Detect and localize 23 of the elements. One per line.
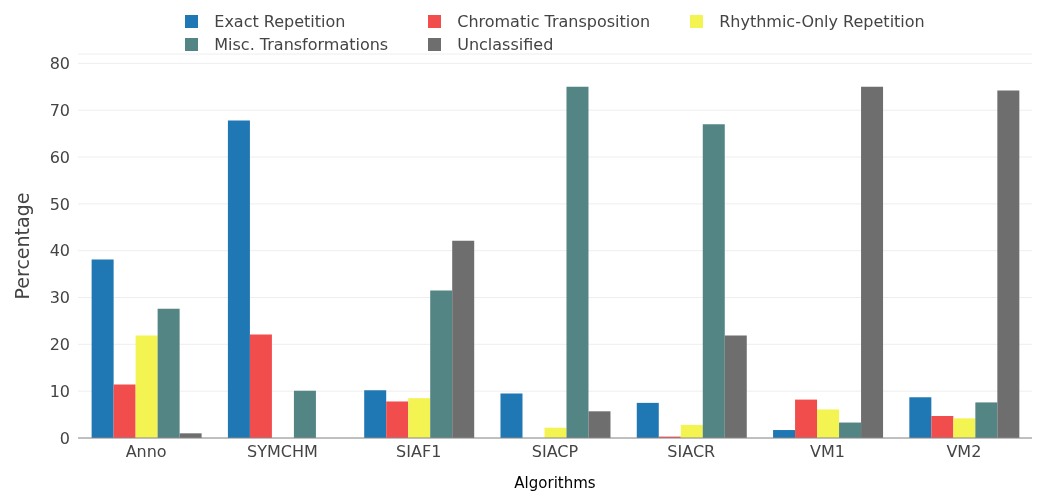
legend-label: Chromatic Transposition	[457, 12, 651, 31]
x-tick-label: SIAF1	[396, 442, 442, 462]
y-tick-label: 20	[49, 335, 70, 355]
legend-label: Misc. Transformations	[214, 35, 389, 54]
x-tick-label: SYMCHM	[247, 442, 318, 462]
y-tick-label: 10	[49, 381, 70, 401]
y-tick-label: 50	[49, 194, 70, 214]
x-tick-label: VM2	[946, 442, 982, 462]
y-tick-label: 80	[49, 54, 70, 74]
legend-label: Rhythmic-Only Repetition	[719, 12, 925, 31]
y-tick-label: 30	[49, 288, 70, 308]
legend-label: Unclassified	[457, 35, 554, 54]
x-tick-label: SIACR	[667, 442, 716, 462]
y-tick-label: 70	[49, 100, 70, 120]
x-tick-label: Anno	[125, 442, 167, 462]
x-tick-label: SIACP	[531, 442, 579, 462]
legend-label: Exact Repetition	[214, 12, 346, 31]
x-axis-title: Algorithms	[514, 474, 596, 492]
y-axis-title: Percentage	[10, 192, 33, 300]
y-tick-label: 60	[49, 147, 70, 167]
y-tick-label: 0	[59, 428, 70, 448]
y-tick-label: 40	[49, 241, 70, 261]
x-tick-label: VM1	[810, 442, 846, 462]
